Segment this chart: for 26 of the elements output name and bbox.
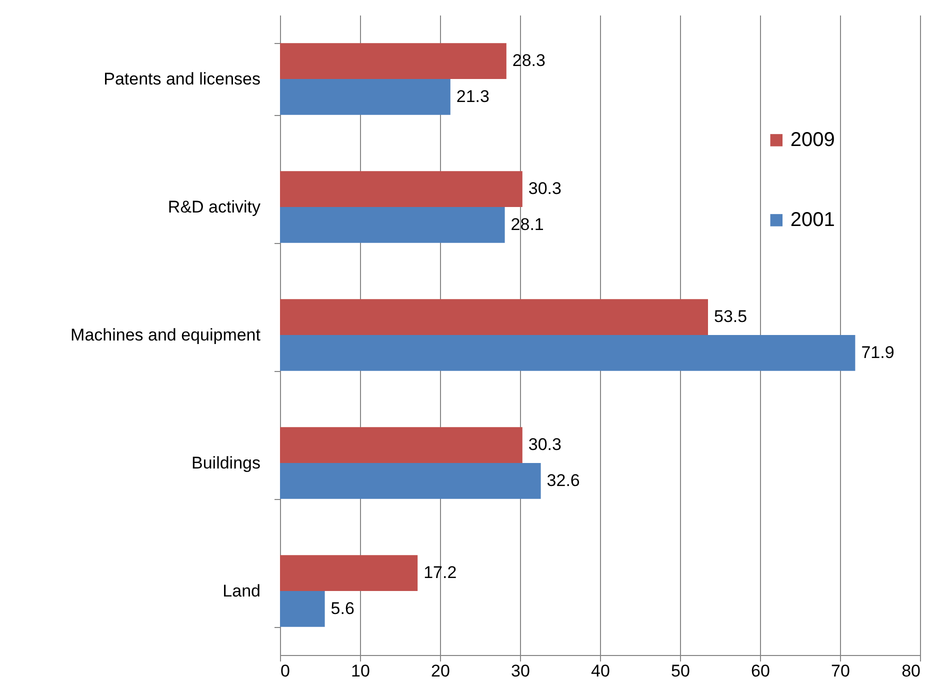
data-label: 21.3 [456,86,490,106]
y-tick-label: Buildings [192,454,260,472]
x-tick-label: 20 [431,662,450,680]
data-label: 32.6 [546,470,580,490]
data-label: 30.3 [528,435,562,454]
x-tick-label: 60 [751,662,770,680]
x-tick-label: 10 [351,662,370,680]
legend-label: 2001 [790,209,835,232]
x-tick-label: 80 [902,662,920,680]
data-label: 28.1 [510,214,544,234]
data-label: 30.3 [528,179,562,198]
x-tick-label: 70 [831,662,850,680]
y-tick-label: Patents and licenses [104,70,260,88]
x-tick-label: 50 [671,662,690,680]
x-tick-label: 30 [511,662,530,680]
data-label: 5.6 [330,598,354,618]
y-tick-label: R&D activity [168,198,261,216]
y-tick-label: Land [222,582,260,600]
legend-label: 2009 [790,129,835,152]
x-tick-label: 0 [280,662,290,680]
data-label: 28.3 [512,51,546,70]
x-tick-label: 40 [591,662,610,680]
data-label: 71.9 [861,342,894,362]
y-tick-label: Machines and equipment [70,326,261,344]
data-label: 53.5 [714,307,748,326]
data-label: 17.2 [424,563,457,582]
